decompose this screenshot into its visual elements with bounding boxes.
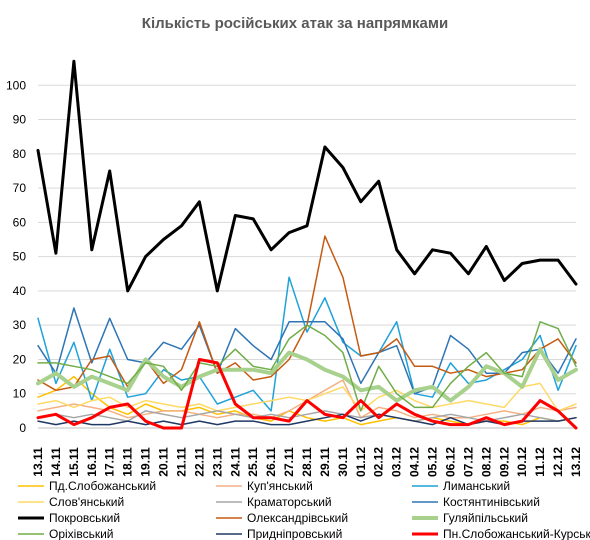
series-line-9 xyxy=(37,321,577,412)
y-tick-label: 80 xyxy=(13,147,27,161)
x-tick-label: 03.12 xyxy=(390,447,404,477)
x-tick-label: 26.11 xyxy=(264,447,278,477)
legend-label: Оріхівський xyxy=(49,527,114,540)
x-tick-label: 18.11 xyxy=(121,447,135,477)
legend-label: Костянтинівський xyxy=(443,495,540,509)
x-tick-label: 21.11 xyxy=(174,447,188,477)
y-tick-label: 60 xyxy=(13,215,27,229)
x-tick-label: 13.12 xyxy=(569,447,583,477)
series-line-5 xyxy=(37,307,577,395)
y-tick-label: 90 xyxy=(13,113,27,127)
x-tick-label: 24.11 xyxy=(228,447,242,477)
grid xyxy=(38,84,576,429)
legend-label: Пд.Слобожанський xyxy=(49,479,156,493)
y-tick-label: 20 xyxy=(13,352,27,366)
x-axis: 13.11 14.11 15.11 16.11 17.11 18.11 19.11 20.11… xyxy=(31,447,583,477)
x-tick-label: 02.12 xyxy=(372,447,386,477)
x-tick-label: 06.12 xyxy=(443,447,457,477)
x-tick-label: 19.11 xyxy=(139,447,153,477)
x-tick-label: 07.12 xyxy=(461,447,475,477)
series-line-7 xyxy=(37,235,577,392)
x-tick-label: 08.12 xyxy=(479,447,493,477)
x-tick-label: 22.11 xyxy=(192,447,206,477)
legend-label: Слов'янський xyxy=(49,495,124,509)
x-tick-label: 14.11 xyxy=(49,447,63,477)
x-tick-label: 27.11 xyxy=(282,447,296,477)
x-tick-label: 20.11 xyxy=(157,447,171,477)
x-tick-label: 25.11 xyxy=(246,447,260,477)
series-line-10 xyxy=(37,413,577,426)
x-tick-label: 15.11 xyxy=(67,447,81,477)
x-tick-label: 29.11 xyxy=(318,447,332,477)
legend: Пд.Слобожанський Куп'янський Лиманський Сло… xyxy=(18,479,590,540)
legend-label: Олександрівський xyxy=(247,511,348,525)
x-tick-label: 12.12 xyxy=(551,447,565,477)
legend-label: Покровський xyxy=(49,511,120,525)
x-tick-label: 17.11 xyxy=(103,447,117,477)
series-line-8 xyxy=(36,347,578,403)
series-line-2 xyxy=(37,276,577,412)
series-line-6 xyxy=(36,59,578,293)
x-tick-label: 04.12 xyxy=(408,447,422,477)
x-tick-label: 01.12 xyxy=(354,447,368,477)
series-line-11 xyxy=(36,358,578,430)
y-tick-label: 10 xyxy=(13,387,27,401)
y-tick-label: 40 xyxy=(13,284,27,298)
y-axis: 0 10 20 30 40 50 60 70 80 90 100 xyxy=(6,78,26,435)
y-tick-label: 50 xyxy=(13,250,27,264)
legend-label: Придніпровський xyxy=(247,527,342,540)
legend-label: Краматорський xyxy=(247,495,332,509)
x-tick-label: 28.11 xyxy=(300,447,314,477)
x-tick-label: 16.11 xyxy=(85,447,99,477)
x-tick-label: 30.11 xyxy=(336,447,350,477)
y-tick-label: 100 xyxy=(6,78,26,92)
y-tick-label: 30 xyxy=(13,318,27,332)
legend-label: Куп'янський xyxy=(247,479,313,493)
plot-area xyxy=(36,59,578,430)
legend-label: Лиманський xyxy=(443,479,510,493)
x-tick-label: 13.11 xyxy=(31,447,45,477)
y-tick-label: 70 xyxy=(13,181,27,195)
x-tick-label: 11.12 xyxy=(533,447,547,477)
y-tick-label: 0 xyxy=(19,421,26,435)
x-tick-label: 23.11 xyxy=(210,447,224,477)
x-tick-label: 05.12 xyxy=(426,447,440,477)
x-tick-label: 10.12 xyxy=(515,447,529,477)
x-tick-label: 09.12 xyxy=(497,447,511,477)
chart-title: Кількість російських атак за напрямками xyxy=(142,15,448,32)
legend-label: Пн.Слобожанський-Курський xyxy=(443,527,590,540)
legend-label: Гуляйпільський xyxy=(443,511,528,525)
